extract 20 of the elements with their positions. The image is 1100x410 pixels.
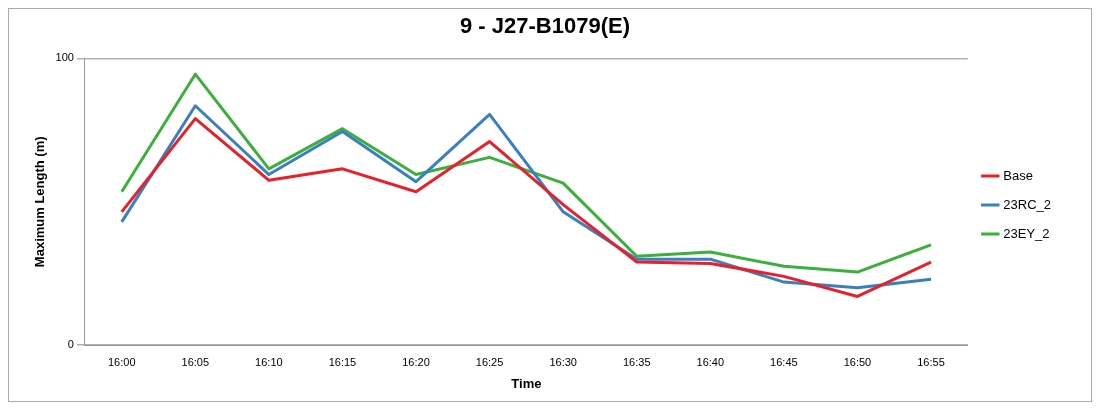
legend-label: 23EY_2 [1003, 225, 1050, 241]
x-axis-title: Time [511, 375, 542, 391]
y-tick-label: 0 [67, 338, 74, 351]
x-tick-label: 16:25 [475, 355, 504, 368]
y-tick-label: 100 [55, 51, 74, 64]
x-tick-label: 16:35 [622, 355, 651, 368]
x-tick-label: 16:10 [255, 355, 283, 368]
x-tick-label: 16:45 [770, 355, 798, 368]
legend-label: 23RC_2 [1003, 196, 1052, 212]
x-tick-label: 16:55 [917, 355, 945, 368]
legend-label: Base [1003, 167, 1033, 183]
x-tick-label: 16:20 [402, 355, 430, 368]
x-tick-label: 16:30 [549, 355, 577, 368]
x-tick-label: 16:05 [181, 355, 210, 368]
y-axis-title: Maximum Length (m) [32, 136, 48, 268]
x-tick-label: 16:15 [328, 355, 357, 368]
x-tick-label: 16:00 [107, 355, 136, 368]
x-tick-label: 16:40 [696, 355, 725, 368]
x-tick-label: 16:50 [843, 355, 872, 368]
chart-title: 9 - J27-B1079(E) [460, 13, 630, 39]
